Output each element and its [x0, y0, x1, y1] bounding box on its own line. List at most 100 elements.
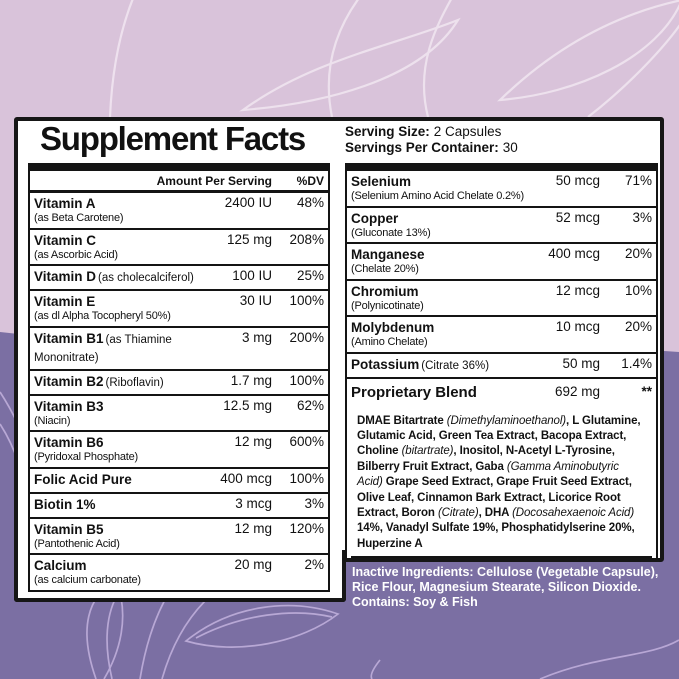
- nutrient-row: Vitamin B1 (as Thiamine Mononitrate) 3 mg 2…: [30, 325, 328, 369]
- nutrient-name-text: Chromium: [351, 283, 419, 299]
- serving-size-line: Serving Size: 2 Capsules: [345, 124, 518, 140]
- inactive-ingredients-label: Inactive Ingredients:: [352, 565, 474, 579]
- blend-ingredient-text: (Gamma Aminobutyric Acid): [357, 460, 619, 489]
- nutrient-name-text: Copper: [351, 210, 399, 226]
- nutrient-form: (as Ascorbic Acid): [34, 248, 118, 261]
- nutrient-dv: 3%: [304, 495, 324, 511]
- divider-line: [351, 556, 652, 558]
- nutrient-form: (Polynicotinate): [351, 299, 424, 312]
- nutrient-form: (Pyridoxal Phosphate): [34, 451, 139, 463]
- nutrient-name: Molybdenum (Amino Chelate): [351, 319, 528, 349]
- nutrient-dv: 48%: [296, 195, 324, 210]
- nutrient-amount: 50 mg: [562, 355, 600, 371]
- nutrient-form: (as calcium carbonate): [34, 574, 141, 586]
- nutrient-name: Vitamin A (as Beta Carotene): [34, 195, 200, 225]
- nutrient-form: (as Thiamine Mononitrate): [34, 333, 172, 364]
- nutrient-name-text: Vitamin A: [34, 196, 96, 211]
- blend-ingredient-text: Grape Seed Extract, Grape Fruit Seed Ext…: [357, 476, 632, 519]
- nutrient-form: (Pantothenic Acid): [34, 537, 120, 550]
- nutrient-row: Selenium (Selenium Amino Acid Chelate 0.2…: [347, 171, 656, 206]
- nutrient-amount: 12 mg: [234, 434, 272, 449]
- nutrient-name-text: Calcium: [34, 558, 87, 573]
- nutrient-dv: 3%: [632, 209, 652, 225]
- proprietary-blend-description: DMAE Bitartrate (Dimethylaminoethanol), …: [357, 414, 646, 553]
- nutrient-amount: 20 mg: [234, 557, 272, 572]
- nutrient-row: Vitamin E (as dl Alpha Tocopheryl 50%) 30 …: [30, 289, 328, 326]
- nutrient-name-text: Biotin 1%: [34, 496, 96, 512]
- nutrient-name: Vitamin B2 (Riboflavin): [34, 373, 200, 391]
- nutrient-amount: 100 IU: [232, 268, 272, 283]
- nutrient-amount: 692 mg: [554, 383, 600, 399]
- contains-statement: Contains: Soy & Fish: [352, 595, 674, 610]
- servings-value: 30: [502, 139, 518, 155]
- nutrient-form: (Citrate 36%): [421, 359, 490, 372]
- serving-info: Serving Size: 2 Capsules Servings Per Con…: [345, 124, 518, 155]
- nutrient-amount: 3 mcg: [235, 495, 272, 511]
- nutrient-row: Iron(as Ferrous Fumarate)1 mg6%: [30, 589, 328, 590]
- nutrient-amount: 400 mcg: [220, 470, 272, 486]
- nutrient-name-text: Vitamin B3: [34, 398, 104, 414]
- nutrient-row: Vitamin B2 (Riboflavin) 1.7 mg 100%: [30, 368, 328, 394]
- nutrient-amount: 12 mcg: [555, 282, 600, 298]
- nutrient-dv: 100%: [289, 470, 324, 486]
- nutrient-name-text: Manganese: [351, 247, 425, 262]
- nutrient-amount: 1.7 mg: [230, 372, 272, 388]
- nutrient-amount: 30 IU: [239, 293, 272, 308]
- nutrient-amount: 52 mcg: [555, 209, 600, 225]
- nutrient-row: Proprietary Blend 692 mg **: [347, 376, 656, 408]
- nutrient-row: Vitamin C (as Ascorbic Acid) 125 mg 208%: [30, 227, 328, 265]
- nutrient-dv: 100%: [289, 293, 324, 308]
- nutrient-row: Biotin 1% 3 mcg 3%: [30, 491, 328, 517]
- serving-size-label: Serving Size:: [345, 124, 430, 139]
- nutrient-name-text: Molybdenum: [351, 320, 435, 335]
- nutrient-name-text: Vitamin B1: [34, 330, 104, 346]
- nutrient-name: Calcium (as calcium carbonate): [34, 557, 200, 587]
- right-nutrient-table: Selenium (Selenium Amino Acid Chelate 0.2…: [345, 163, 658, 558]
- nutrient-name-text: Vitamin C: [34, 232, 97, 248]
- dv-header: %DV: [296, 174, 324, 188]
- blend-ingredient-text: , Inositol, N-Acetyl L-Tyrosine, Bilberr…: [357, 445, 615, 473]
- nutrient-row: Copper (Gluconate 13%) 52 mcg 3%: [347, 205, 656, 243]
- nutrient-dv: 100%: [289, 372, 324, 388]
- left-nutrient-table: Amount Per Serving %DV Vitamin A (as Beta…: [28, 163, 330, 592]
- blend-ingredient-text: (bitartrate): [401, 445, 454, 458]
- nutrient-dv: 200%: [289, 329, 324, 345]
- nutrient-name-text: Vitamin B5: [34, 521, 104, 537]
- blend-ingredient-text: (Citrate): [437, 506, 479, 519]
- nutrient-name-text: Vitamin B2: [34, 373, 104, 389]
- nutrient-row: Vitamin D (as cholecalciferol) 100 IU 25%: [30, 264, 328, 289]
- nutrient-dv: 10%: [624, 282, 652, 298]
- nutrient-amount: 12 mg: [234, 520, 272, 536]
- inactive-ingredients: Inactive Ingredients: Cellulose (Vegetab…: [352, 565, 674, 595]
- right-rows: Selenium (Selenium Amino Acid Chelate 0.2…: [347, 171, 656, 408]
- nutrient-dv: 71%: [624, 173, 652, 188]
- blend-ingredient-text: (Dimethylaminoethanol): [446, 414, 567, 427]
- nutrient-dv: **: [641, 383, 652, 399]
- nutrient-name: Biotin 1%: [34, 496, 200, 514]
- nutrient-form: (as cholecalciferol): [98, 272, 194, 284]
- nutrient-name: Vitamin B5 (Pantothenic Acid): [34, 521, 200, 551]
- nutrient-form: (Gluconate 13%): [351, 226, 431, 239]
- nutrient-amount: 3 mg: [241, 329, 272, 345]
- nutrient-name: Potassium (Citrate 36%): [351, 356, 528, 374]
- nutrient-name: Vitamin C (as Ascorbic Acid): [34, 232, 200, 262]
- left-rows: Vitamin A (as Beta Carotene) 2400 IU 48% Vit…: [30, 193, 328, 590]
- nutrient-name-text: Vitamin E: [34, 294, 96, 309]
- nutrient-dv: 120%: [289, 520, 324, 536]
- nutrient-amount: 125 mg: [226, 231, 272, 247]
- nutrient-name-text: Potassium: [351, 356, 420, 372]
- nutrient-name-text: Folic Acid Pure: [34, 471, 132, 487]
- nutrient-name: Folic Acid Pure: [34, 471, 200, 489]
- nutrient-dv: 20%: [624, 319, 652, 334]
- nutrient-dv: 208%: [289, 231, 324, 247]
- nutrient-name: Selenium (Selenium Amino Acid Chelate 0.2…: [351, 173, 528, 203]
- nutrient-name: Vitamin D (as cholecalciferol): [34, 268, 200, 286]
- servings-label: Servings Per Container:: [345, 139, 499, 155]
- nutrient-name-text: Selenium: [351, 174, 412, 189]
- blend-ingredient-text: 14%, Vanadyl Sulfate 19%, Phosphatidylse…: [357, 522, 635, 550]
- servings-per-container-line: Servings Per Container: 30: [345, 140, 518, 156]
- nutrient-name: Vitamin B6 (Pyridoxal Phosphate): [34, 434, 200, 464]
- nutrient-dv: 25%: [296, 268, 324, 283]
- nutrient-form: (Amino Chelate): [351, 336, 428, 348]
- nutrient-name: Chromium (Polynicotinate): [351, 283, 528, 313]
